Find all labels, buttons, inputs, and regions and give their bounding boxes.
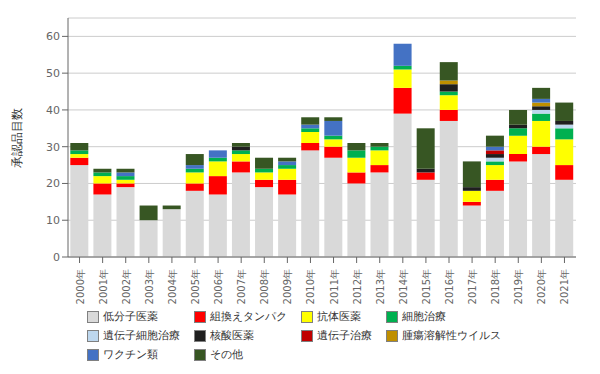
html-text:核酸医薬: 核酸医薬 [210,329,254,342]
svg-text:2005年: 2005年 [190,269,201,304]
html-text:遺伝子細胞治療: 遺伝子細胞治療 [103,329,180,342]
svg-text:2001年: 2001年 [98,269,109,304]
svg-text:2019年: 2019年 [513,269,524,304]
svg-text:2014年: 2014年 [398,269,409,304]
svg-text:2009年: 2009年 [282,269,293,304]
html-text:組換えタンパク: 組換えタンパク [210,310,287,323]
svg-text:2020年: 2020年 [536,269,547,304]
svg-text:2007年: 2007年 [236,269,247,304]
svg-text:30: 30 [46,141,60,154]
svg-text:2006年: 2006年 [213,269,224,304]
html-text:細胞治療: 細胞治療 [402,310,446,323]
svg-text:承認品目数: 承認品目数 [10,108,24,168]
html-text:抗体医薬: 抗体医薬 [317,310,361,323]
svg-text:2016年: 2016年 [444,269,455,304]
svg-text:2004年: 2004年 [167,269,178,304]
svg-text:2000年: 2000年 [75,269,86,304]
svg-text:0: 0 [53,251,60,264]
html-text:低分子医薬: 低分子医薬 [103,310,158,323]
svg-text:2015年: 2015年 [421,269,432,304]
html-text:遺伝子治療: 遺伝子治療 [317,329,372,342]
svg-text:2003年: 2003年 [144,269,155,304]
svg-text:2011年: 2011年 [329,269,340,304]
html-text:腫瘍溶解性ウイルス: 腫瘍溶解性ウイルス [402,329,501,342]
svg-text:50: 50 [46,67,60,80]
svg-text:2017年: 2017年 [467,269,478,304]
svg-text:2008年: 2008年 [259,269,270,304]
svg-text:20: 20 [46,177,60,190]
svg-text:2002年: 2002年 [121,269,132,304]
svg-text:2021年: 2021年 [559,269,570,304]
svg-text:2010年: 2010年 [305,269,316,304]
html-text:ワクチン類: ワクチン類 [103,348,158,361]
svg-text:40: 40 [46,104,60,117]
svg-text:10: 10 [46,214,60,227]
svg-text:2018年: 2018年 [490,269,501,304]
svg-text:2013年: 2013年 [375,269,386,304]
svg-text:60: 60 [46,30,60,43]
html-text:その他: その他 [210,348,243,361]
svg-text:2012年: 2012年 [352,269,363,304]
